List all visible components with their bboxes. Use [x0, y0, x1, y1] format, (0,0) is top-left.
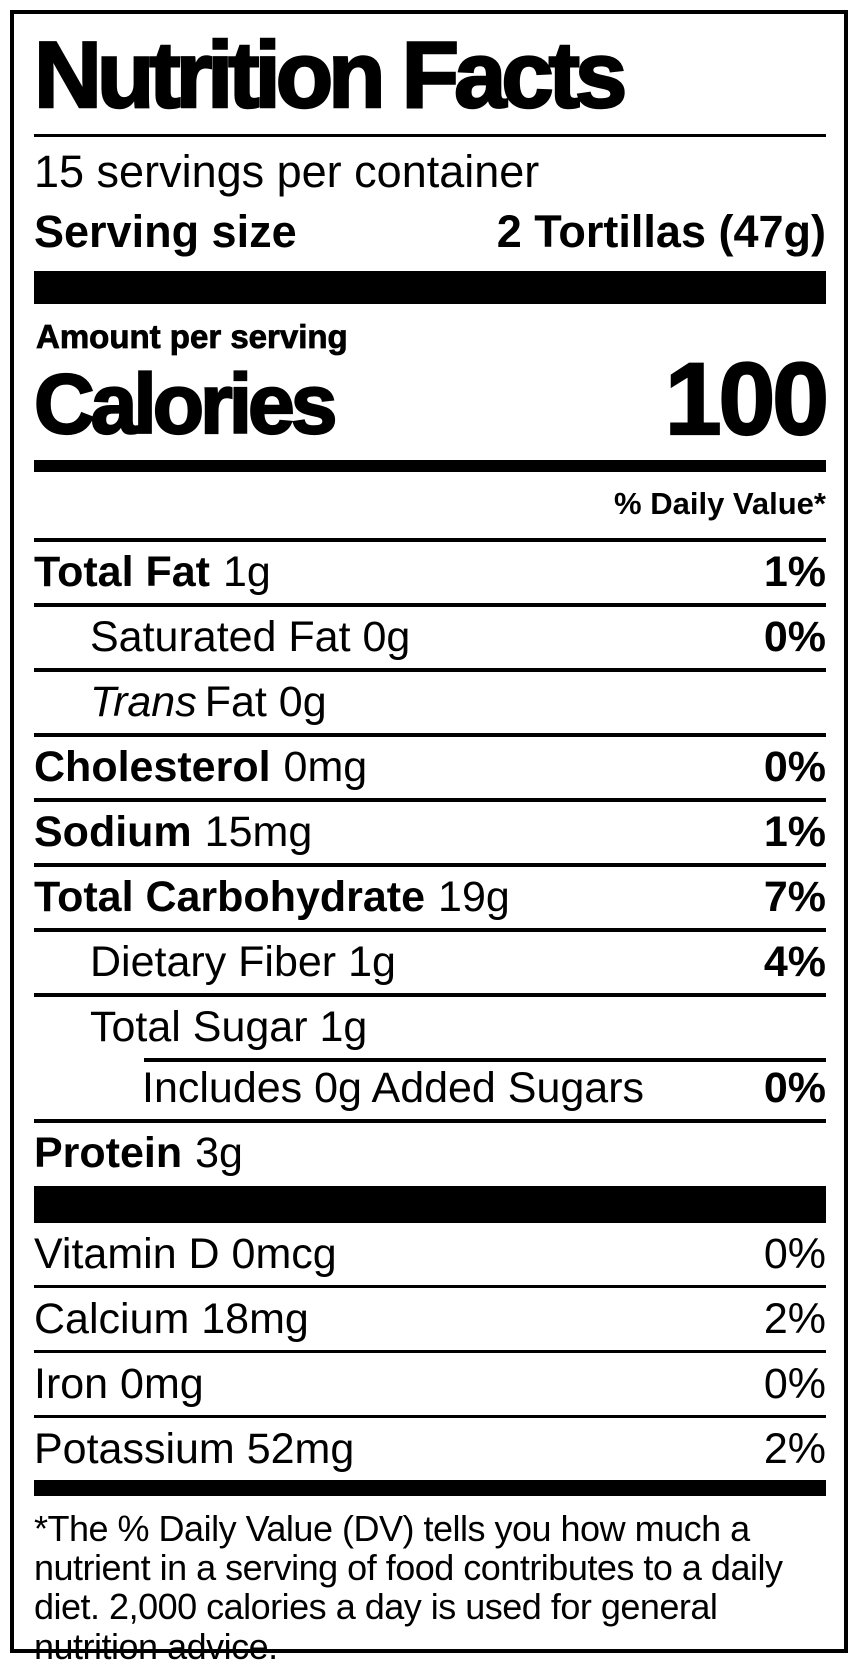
nutrient-amount: 19g: [438, 873, 510, 921]
nutrient-label: Fat 0g: [204, 678, 327, 726]
amount-per-serving-label: Amount per serving: [36, 318, 349, 356]
vitamin-name: Iron 0mg: [34, 1359, 204, 1408]
nutrient-row-total-carbohydrate: Total Carbohydrate 19g 7%: [34, 863, 826, 928]
nutrient-name: Total Carbohydrate 19g: [34, 873, 510, 922]
vitamin-row-potassium: Potassium 52mg 2%: [34, 1415, 826, 1480]
nutrient-label-italic: Trans: [90, 678, 197, 726]
nutrient-percent: 0%: [763, 743, 826, 791]
vitamin-percent: 0%: [763, 1229, 826, 1278]
serving-size-value: 2 Tortillas (47g): [496, 206, 826, 257]
nutrient-label: Total Sugar 1g: [90, 1003, 368, 1051]
nutrient-amount: 1g: [222, 548, 271, 596]
nutrient-row-cholesterol: Cholesterol 0mg 0%: [34, 733, 826, 798]
nutrient-amount: 0mg: [283, 743, 368, 791]
nutrient-percent: 0%: [763, 1064, 826, 1112]
serving-size-label: Serving size: [34, 206, 297, 257]
nutrient-percent: 1%: [763, 548, 826, 596]
label-title: Nutrition Facts: [33, 22, 629, 127]
nutrient-name: Cholesterol 0mg: [34, 743, 367, 792]
nutrient-percent: 0%: [763, 613, 826, 661]
calories-value: 100: [664, 342, 830, 456]
serving-size-row: Serving size 2 Tortillas (47g): [34, 200, 826, 271]
nutrient-label: Includes 0g Added Sugars: [142, 1064, 645, 1112]
nutrient-name: Total Fat 1g: [34, 548, 271, 597]
nutrient-name: Total Sugar 1g: [34, 1003, 367, 1052]
nutrient-label: Sodium: [34, 808, 192, 856]
nutrient-label: Saturated Fat 0g: [90, 613, 411, 661]
nutrient-name: Protein 3g: [34, 1129, 243, 1178]
nutrient-name: Dietary Fiber 1g: [34, 938, 396, 987]
nutrient-name: Sodium 15mg: [34, 808, 312, 857]
nutrient-amount: 3g: [195, 1129, 243, 1177]
nutrient-name: Includes 0g Added Sugars: [34, 1064, 644, 1113]
vitamin-percent: 2%: [763, 1424, 826, 1473]
vitamin-row-vitamin-d: Vitamin D 0mcg 0%: [34, 1220, 826, 1285]
section-bar: [34, 271, 826, 304]
nutrient-row-trans-fat: Trans Fat 0g: [34, 668, 826, 733]
section-bar: [34, 1186, 826, 1220]
nutrient-row-total-fat: Total Fat 1g 1%: [34, 538, 826, 603]
vitamin-row-iron: Iron 0mg 0%: [34, 1350, 826, 1415]
servings-per-container: 15 servings per container: [34, 146, 540, 197]
vitamin-percent: 0%: [763, 1359, 826, 1408]
vitamin-name: Calcium 18mg: [34, 1294, 309, 1343]
nutrient-row-protein: Protein 3g: [34, 1119, 826, 1184]
vitamin-row-calcium: Calcium 18mg 2%: [34, 1285, 826, 1350]
divider-medium: [34, 460, 826, 472]
nutrient-row-total-sugar: Total Sugar 1g: [34, 993, 826, 1058]
nutrient-amount: 15mg: [204, 808, 313, 856]
section-bar-footer: [34, 1480, 826, 1496]
nutrient-label: Protein: [34, 1129, 183, 1177]
nutrient-percent: 7%: [763, 873, 826, 921]
nutrient-label: Dietary Fiber 1g: [90, 938, 396, 986]
nutrient-percent: 4%: [763, 938, 826, 986]
calories-row: Calories 100: [33, 342, 830, 460]
nutrient-row-added-sugars: Includes 0g Added Sugars 0%: [34, 1058, 826, 1119]
nutrient-label: Total Carbohydrate: [34, 873, 426, 921]
nutrient-row-saturated-fat: Saturated Fat 0g 0%: [34, 603, 826, 668]
nutrient-name: Saturated Fat 0g: [34, 613, 410, 662]
vitamin-name: Potassium 52mg: [34, 1424, 355, 1473]
vitamin-name: Vitamin D 0mcg: [34, 1229, 337, 1278]
vitamin-percent: 2%: [763, 1294, 826, 1343]
divider: [34, 134, 826, 137]
nutrient-row-dietary-fiber: Dietary Fiber 1g 4%: [34, 928, 826, 993]
daily-value-header: % Daily Value*: [614, 486, 826, 521]
nutrition-facts-label: Nutrition Facts 15 servings per containe…: [10, 10, 848, 1664]
nutrient-label: Total Fat: [34, 548, 210, 596]
nutrient-percent: 1%: [763, 808, 826, 856]
nutrient-name: Trans Fat 0g: [34, 678, 327, 727]
calories-label: Calories: [33, 356, 339, 451]
nutrient-label: Cholesterol: [34, 743, 271, 791]
daily-value-footnote: *The % Daily Value (DV) tells you how mu…: [34, 1508, 783, 1664]
nutrient-row-sodium: Sodium 15mg 1%: [34, 798, 826, 863]
